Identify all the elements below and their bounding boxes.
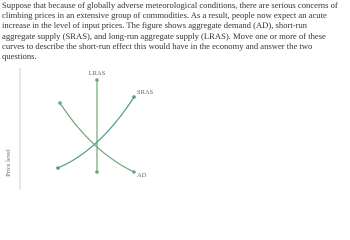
ad-handle[interactable] (58, 101, 62, 105)
sras-handle[interactable] (56, 166, 60, 170)
y-axis-label: Price level (5, 149, 12, 177)
sras-line[interactable] (57, 96, 135, 169)
page: Suppose that because of globally adverse… (2, 0, 338, 190)
ad-handle[interactable] (132, 170, 136, 174)
question-text: Suppose that because of globally adverse… (2, 0, 338, 62)
sras-handle[interactable] (132, 95, 136, 99)
ad-label: AD (137, 172, 147, 179)
lras-curve[interactable] (95, 78, 99, 174)
sras-curve[interactable] (56, 95, 136, 170)
lras-handle[interactable] (95, 170, 99, 174)
ad-curve[interactable] (58, 101, 136, 174)
graph: Price level LRAS SRAS AD (5, 68, 154, 190)
lras-label: LRAS (89, 70, 106, 77)
lras-handle[interactable] (95, 78, 99, 82)
ad-line[interactable] (59, 102, 135, 173)
sras-label: SRAS (137, 89, 154, 96)
